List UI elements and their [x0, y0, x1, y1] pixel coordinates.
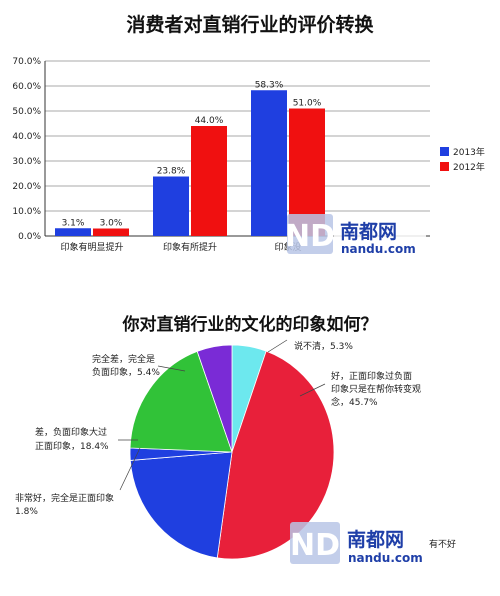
- legend-label-2013: 2013年: [453, 146, 485, 158]
- bar-data-labels: 3.1% 3.0% 23.8% 44.0% 58.3% 51.0%: [62, 80, 322, 228]
- category-label: 印象有所提升: [163, 241, 217, 253]
- y-tick-label: 40.0%: [12, 132, 41, 142]
- legend-swatch-2012: [440, 162, 449, 171]
- pie-slices: [129, 344, 335, 560]
- watermark-brand: 南都网: [340, 221, 397, 243]
- pie-label-bad-1: 差，负面印象大过: [35, 426, 107, 438]
- watermark-logo-icon: [287, 214, 333, 254]
- pie-label-good-1: 好，正面印象过负面: [331, 370, 412, 382]
- pie-label-good-2: 印象只是在帮你转变观: [331, 383, 421, 395]
- bar-0-1: [93, 228, 129, 236]
- pie-leader-lines: [118, 339, 326, 491]
- bar-value-label: 3.1%: [62, 218, 85, 228]
- legend-swatch-2013: [440, 147, 449, 156]
- bar-x-categories: 印象有明显提升印象有所提升印象没: [60, 241, 301, 253]
- bar-0-0: [55, 228, 91, 236]
- bar-2-0: [251, 90, 287, 236]
- category-label: 印象有明显提升: [60, 241, 123, 253]
- watermark-logo-icon-2: [290, 522, 340, 564]
- watermark-top: ND 南都网 nandu.com: [285, 214, 426, 256]
- watermark-logo-text-2: ND: [290, 528, 340, 563]
- bar-series: [55, 90, 325, 236]
- pie-label-verygood-2: 1.8%: [15, 507, 38, 517]
- bar-value-label: 3.0%: [100, 219, 123, 229]
- pie-label-worst-2: 负面印象，5.4%: [92, 366, 160, 378]
- pie-label-verygood-1: 非常好，完全是正面印象: [15, 492, 114, 504]
- pie-label-bad-2: 正面印象，18.4%: [35, 440, 109, 452]
- watermark-brand-2: 南都网: [347, 529, 404, 551]
- pie-label-unclear: 说不清，5.3%: [294, 340, 353, 352]
- y-tick-label: 70.0%: [12, 57, 41, 67]
- pie-slice-2: [129, 451, 233, 559]
- watermark-logo-text: ND: [285, 219, 335, 254]
- y-tick-label: 10.0%: [12, 207, 41, 217]
- bar-value-label: 58.3%: [255, 80, 284, 90]
- y-tick-label: 60.0%: [12, 82, 41, 92]
- watermark-bottom: ND 南都网 nandu.com: [290, 522, 428, 566]
- y-tick-label: 50.0%: [12, 107, 41, 117]
- pie-chart-title: 你对直销行业的文化的印象如何？: [122, 315, 378, 335]
- bar-y-ticks: 0.0% 10.0% 20.0% 30.0% 40.0% 50.0% 60.0% 70.0%: [12, 57, 41, 242]
- y-tick-label: 20.0%: [12, 182, 41, 192]
- legend-label-2012: 2012年: [453, 161, 485, 173]
- bar-value-label: 44.0%: [195, 116, 224, 126]
- y-tick-label: 30.0%: [12, 157, 41, 167]
- y-tick-label: 0.0%: [18, 232, 41, 242]
- pie-label-good-3: 念，45.7%: [331, 396, 378, 408]
- pie-label-worst-1: 完全差，完全是: [92, 353, 155, 365]
- pie-slice-4: [129, 350, 233, 453]
- watermark-url: nandu.com: [341, 242, 416, 256]
- watermark-url-2: nandu.com: [348, 551, 423, 565]
- bar-1-0: [153, 176, 189, 236]
- bar-value-label: 51.0%: [293, 99, 322, 109]
- bar-chart-title: 消费者对直销行业的评价转换: [126, 14, 374, 36]
- bar-value-label: 23.8%: [157, 167, 186, 177]
- bar-1-1: [191, 126, 227, 236]
- pie-slice-1: [216, 350, 335, 560]
- bar-legend: 2013年 2012年: [440, 146, 485, 173]
- pie-label-partial: 有不好: [429, 538, 456, 550]
- bar-gridlines: [44, 60, 430, 237]
- pie-slice-5: [196, 344, 233, 453]
